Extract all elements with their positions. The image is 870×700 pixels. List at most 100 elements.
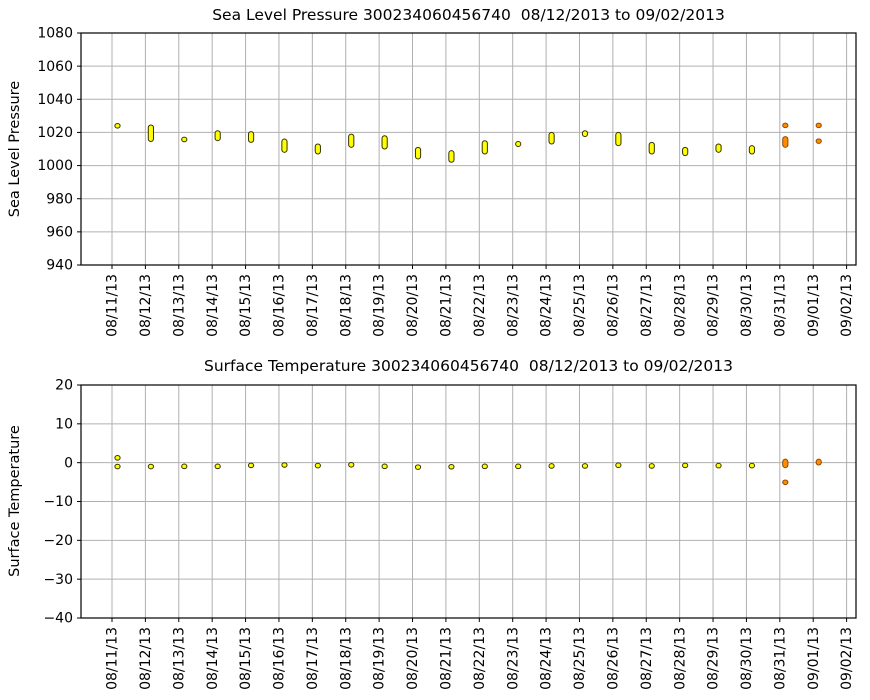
x-tick-label: 08/20/13 (405, 274, 421, 337)
x-tick-label: 08/24/13 (539, 274, 555, 337)
y-tick-label: −10 (43, 494, 73, 510)
y-tick-label: 0 (64, 455, 73, 471)
y-tick-label: 1040 (37, 92, 73, 108)
x-tick-label: 08/26/13 (605, 274, 621, 337)
data-point (515, 141, 522, 148)
data-point (648, 463, 655, 469)
x-tick-label: 08/25/13 (572, 627, 588, 690)
x-tick-label: 08/22/13 (472, 274, 488, 337)
x-tick-label: 08/16/13 (272, 274, 288, 337)
x-tick-label: 08/11/13 (105, 627, 121, 690)
data-point (281, 462, 288, 468)
surface-temperature-plot: 20 10 0 −10 −20 −30 −40 08/11/13 08/12/13 08/13/1… (43, 378, 857, 690)
data-point (147, 124, 154, 143)
x-tick-label: 08/27/13 (639, 274, 655, 337)
x-tick-label: 08/12/13 (138, 274, 154, 337)
data-point (381, 463, 388, 470)
x-tick-label: 08/28/13 (672, 627, 688, 690)
x-tick-label: 08/17/13 (305, 627, 321, 690)
x-tick-label: 09/01/13 (806, 627, 822, 690)
sea-level-pressure-plot: 1080 1060 1040 1020 1000 980 960 940 08/11/13 08/… (37, 26, 857, 337)
data-point (782, 479, 789, 486)
x-tick-label: 08/11/13 (105, 274, 121, 337)
x-tick-label: 08/15/13 (238, 627, 254, 690)
data-point (314, 143, 321, 155)
data-point (381, 135, 388, 150)
data-point (481, 140, 488, 155)
x-tick-label: 08/23/13 (505, 274, 521, 337)
x-tick-label: 08/31/13 (772, 274, 788, 337)
y-tick-label: −20 (43, 533, 73, 549)
data-point (348, 462, 355, 468)
data-point (815, 138, 822, 144)
data-point (548, 463, 555, 469)
data-point (181, 463, 188, 470)
data-point (615, 131, 622, 147)
x-tick-label: 08/30/13 (739, 627, 755, 690)
data-point (782, 122, 789, 129)
data-point (581, 130, 589, 138)
data-point (414, 464, 422, 470)
data-point (114, 123, 121, 129)
data-point (715, 462, 722, 469)
x-tick-label: 08/13/13 (171, 627, 187, 690)
y-tick-label: 1060 (37, 59, 73, 75)
x-tick-label: 08/12/13 (138, 627, 154, 690)
x-tick-label: 08/29/13 (706, 627, 722, 690)
y-tick-label: 940 (46, 258, 73, 274)
x-tick-label: 08/14/13 (205, 274, 221, 337)
data-point (348, 133, 355, 148)
x-tick-label: 08/26/13 (605, 627, 621, 690)
data-point (181, 136, 188, 143)
data-point (548, 131, 555, 145)
data-point (682, 146, 689, 157)
y-tick-label: 1020 (37, 125, 73, 141)
y-tick-label: 1000 (37, 158, 73, 174)
data-point (581, 463, 589, 469)
x-tick-label: 08/16/13 (272, 627, 288, 690)
data-point (247, 462, 255, 469)
data-point (314, 462, 321, 469)
temperature-chart-title: Surface Temperature 300234060456740 08/1… (204, 357, 733, 375)
data-point (481, 463, 488, 470)
x-tick-label: 08/21/13 (439, 274, 455, 337)
y-tick-label: 20 (55, 378, 73, 394)
x-tick-label: 08/20/13 (405, 627, 421, 690)
data-point (615, 462, 622, 468)
x-tick-label: 08/25/13 (572, 274, 588, 337)
x-tick-label: 08/18/13 (338, 627, 354, 690)
data-point (114, 463, 121, 470)
data-point (247, 131, 255, 143)
y-tick-label: 10 (55, 416, 73, 432)
y-tick-label: −40 (43, 611, 73, 627)
data-point (815, 122, 822, 129)
data-point (515, 463, 522, 470)
data-point (782, 136, 789, 148)
data-point (281, 138, 288, 153)
x-tick-label: 08/28/13 (672, 274, 688, 337)
x-tick-label: 08/19/13 (372, 274, 388, 337)
data-point (448, 150, 455, 163)
x-tick-label: 08/18/13 (338, 274, 354, 337)
x-tick-label: 08/24/13 (539, 627, 555, 690)
x-tick-label: 08/22/13 (472, 627, 488, 690)
data-point (748, 145, 756, 155)
x-tick-label: 08/30/13 (739, 274, 755, 337)
data-point (114, 455, 121, 461)
data-point (815, 458, 822, 466)
x-tick-label: 08/27/13 (639, 627, 655, 690)
data-point (448, 463, 455, 470)
data-point (648, 141, 655, 155)
data-point (682, 462, 689, 469)
x-tick-label: 08/14/13 (205, 627, 221, 690)
data-point (414, 146, 422, 160)
x-tick-label: 08/13/13 (171, 274, 187, 337)
x-tick-label: 08/23/13 (505, 627, 521, 690)
x-tick-label: 08/19/13 (372, 627, 388, 690)
x-tick-label: 09/02/13 (839, 627, 855, 690)
x-tick-label: 09/02/13 (839, 274, 855, 337)
data-point (147, 463, 154, 470)
data-point (782, 458, 789, 469)
